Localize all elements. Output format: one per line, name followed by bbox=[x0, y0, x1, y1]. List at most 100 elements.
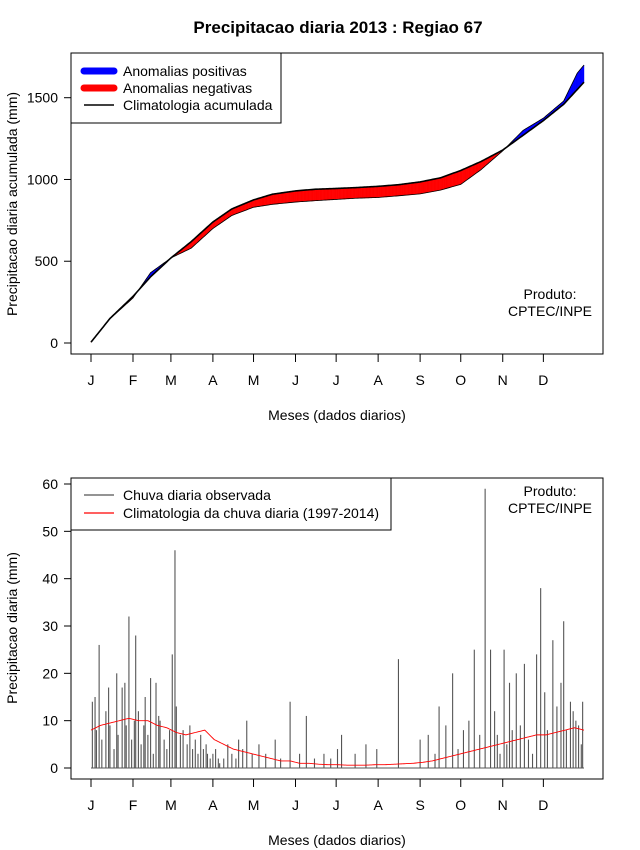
bot-x-tick-label: A bbox=[208, 797, 218, 813]
negative-anomaly-segment bbox=[314, 189, 317, 201]
top-panel: 0 500 1000 1500 J F M A M J J A S O N D Meses (dados d… bbox=[4, 52, 604, 423]
negative-anomaly-segment bbox=[357, 187, 360, 199]
negative-anomaly-segment bbox=[432, 178, 434, 192]
negative-anomaly-segment bbox=[283, 192, 285, 204]
negative-anomaly-segment bbox=[380, 185, 383, 198]
negative-anomaly-segment bbox=[268, 194, 270, 206]
negative-anomaly-segment bbox=[438, 177, 441, 191]
negative-anomaly-segment bbox=[395, 184, 398, 197]
negative-anomaly-segment bbox=[463, 168, 466, 183]
negative-anomaly-segment bbox=[276, 193, 279, 205]
negative-anomaly-segment bbox=[449, 173, 452, 188]
negative-anomaly-segment bbox=[291, 191, 294, 203]
negative-anomaly-segment bbox=[391, 184, 394, 197]
bottom-x-axis-label: Meses (dados diarios) bbox=[268, 832, 406, 848]
negative-anomaly-segment bbox=[293, 190, 296, 203]
top-x-tick-label: F bbox=[129, 372, 138, 388]
negative-anomaly-segment bbox=[476, 162, 479, 173]
negative-anomaly-segment bbox=[279, 192, 281, 204]
negative-anomaly-segment bbox=[383, 185, 386, 198]
top-y-tick-label: 1000 bbox=[27, 171, 58, 187]
negative-anomaly-segment bbox=[260, 197, 262, 207]
negative-anomaly-segment bbox=[337, 188, 340, 200]
negative-anomaly-segment bbox=[448, 174, 451, 189]
bot-x-tick-label: O bbox=[455, 797, 466, 813]
negative-anomaly-segment bbox=[369, 186, 372, 198]
negative-anomaly-segment bbox=[329, 188, 331, 201]
negative-anomaly-segment bbox=[376, 186, 379, 198]
negative-anomaly-segment bbox=[288, 191, 291, 203]
negative-anomaly-segment bbox=[338, 188, 341, 200]
negative-anomaly-segment bbox=[340, 188, 342, 200]
negative-anomaly-segment bbox=[333, 188, 335, 200]
bot-y-tick-label: 30 bbox=[42, 618, 58, 634]
legend-label-observed: Chuva diaria observada bbox=[123, 487, 271, 503]
negative-anomaly-segment bbox=[296, 190, 299, 203]
negative-anomaly-segment bbox=[447, 174, 449, 189]
negative-anomaly-segment bbox=[308, 189, 311, 202]
bot-x-tick-label: A bbox=[373, 797, 383, 813]
top-x-tick-label: A bbox=[373, 372, 383, 388]
negative-anomaly-segment bbox=[407, 183, 410, 196]
negative-anomaly-segment bbox=[310, 189, 312, 202]
negative-anomaly-segment bbox=[421, 181, 424, 194]
bot-x-tick-label: J bbox=[333, 797, 340, 813]
negative-anomaly-segment bbox=[274, 193, 277, 205]
negative-anomaly-segment bbox=[455, 171, 457, 187]
negative-anomaly-segment bbox=[371, 186, 373, 198]
negative-anomaly-segment bbox=[459, 170, 461, 186]
negative-anomaly-segment bbox=[387, 185, 390, 197]
negative-anomaly-segment bbox=[417, 181, 419, 195]
negative-anomaly-segment bbox=[394, 184, 396, 197]
legend-label-clim-daily: Climatologia da chuva diaria (1997-2014) bbox=[123, 505, 379, 521]
legend-label-positive: Anomalias positivas bbox=[123, 63, 247, 79]
top-x-tick-label: A bbox=[208, 372, 218, 388]
negative-anomaly-segment bbox=[331, 188, 334, 200]
page-title: Precipitacao diaria 2013 : Regiao 67 bbox=[193, 18, 482, 37]
negative-anomaly-segment bbox=[375, 186, 377, 198]
negative-anomaly-segment bbox=[269, 194, 272, 205]
negative-anomaly-segment bbox=[323, 188, 326, 201]
negative-anomaly-segment bbox=[265, 195, 268, 206]
negative-anomaly-segment bbox=[298, 190, 300, 203]
top-x-tick-label: J bbox=[88, 372, 95, 388]
negative-anomaly-segment bbox=[256, 198, 258, 208]
negative-anomaly-segment bbox=[468, 165, 471, 179]
negative-anomaly-segment bbox=[475, 162, 478, 174]
negative-anomaly-segment bbox=[429, 179, 432, 193]
negative-anomaly-segment bbox=[373, 186, 376, 198]
negative-anomaly-segment bbox=[406, 183, 409, 196]
negative-anomaly-segment bbox=[353, 187, 356, 199]
bot-y-tick-label: 60 bbox=[42, 476, 58, 492]
negative-anomaly-segment bbox=[315, 188, 318, 201]
negative-anomaly-segment bbox=[471, 164, 474, 177]
positive-anomaly-segment bbox=[581, 66, 583, 86]
top-x-tick-label: J bbox=[292, 372, 299, 388]
negative-anomaly-segment bbox=[335, 188, 338, 200]
top-x-tick-label: D bbox=[538, 372, 548, 388]
legend-label-climatology: Climatologia acumulada bbox=[123, 97, 273, 113]
negative-anomaly-segment bbox=[410, 182, 413, 195]
negative-anomaly-segment bbox=[318, 188, 321, 201]
negative-anomaly-segment bbox=[392, 184, 395, 197]
top-x-tick-label: N bbox=[498, 372, 508, 388]
negative-anomaly-segment bbox=[441, 176, 444, 190]
negative-anomaly-segment bbox=[304, 189, 307, 202]
negative-anomaly-segment bbox=[292, 190, 295, 203]
negative-anomaly-segment bbox=[272, 193, 275, 205]
negative-anomaly-segment bbox=[440, 177, 442, 191]
bot-x-tick-label: S bbox=[415, 797, 424, 813]
negative-anomaly-segment bbox=[273, 193, 276, 205]
legend-label-negative: Anomalias negativas bbox=[123, 80, 252, 96]
negative-anomaly-segment bbox=[363, 186, 365, 199]
negative-anomaly-segment bbox=[326, 188, 329, 201]
negative-anomaly-segment bbox=[399, 184, 402, 196]
negative-anomaly-segment bbox=[327, 188, 330, 201]
negative-anomaly-segment bbox=[442, 176, 445, 190]
negative-anomaly-segment bbox=[405, 183, 407, 196]
bottom-legend: Chuva diaria observada Climatologia da c… bbox=[70, 477, 392, 531]
negative-anomaly-segment bbox=[460, 169, 463, 185]
bot-x-tick-label: M bbox=[165, 797, 177, 813]
negative-anomaly-segment bbox=[295, 190, 298, 203]
cumulative-lines bbox=[90, 64, 585, 343]
